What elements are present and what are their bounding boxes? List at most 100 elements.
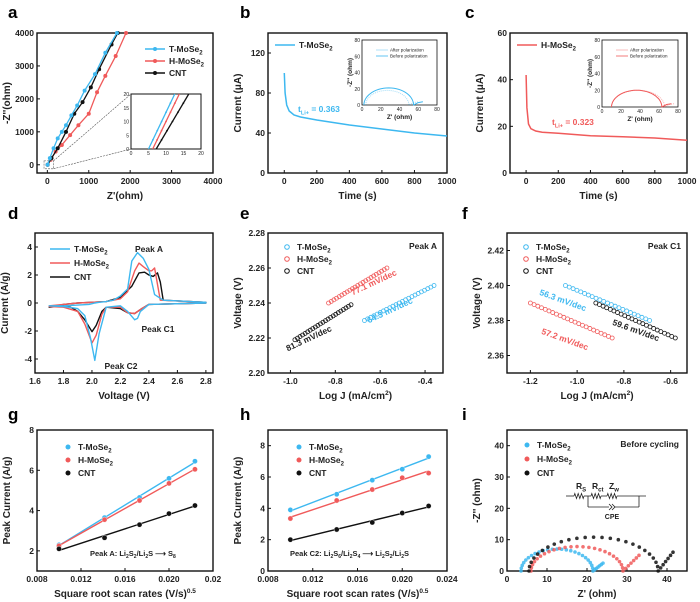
data-point	[532, 559, 537, 564]
x-tick-label: 1.6	[29, 376, 41, 386]
inset-point	[177, 111, 179, 114]
legend-label: H-MoSe2	[78, 455, 114, 468]
panel-label: b	[240, 3, 250, 22]
y-axis-label: Peak Current (A/g)	[2, 457, 13, 545]
zoom-connector	[53, 148, 132, 170]
data-point	[616, 305, 622, 311]
inset-y-tick-label: 80	[594, 38, 600, 44]
legend-item: CNT	[284, 266, 315, 276]
panel-g: g 0.008 0.012 0.016 0.020 0.02 2 4 6 8 Square root…	[2, 405, 222, 600]
x-tick-label: 4000	[204, 176, 223, 186]
x-tick-label: 0	[282, 176, 287, 186]
data-point	[567, 537, 571, 542]
legend-label: H-MoSe2	[169, 56, 205, 69]
inset-arc-after-polarization	[365, 89, 419, 106]
plot-title: Peak A	[409, 241, 437, 251]
inset-y-tick-label: 10	[123, 120, 129, 126]
current-curve	[283, 72, 448, 137]
inset-legend-label: After polarization	[390, 48, 424, 53]
data-point	[532, 556, 536, 560]
y-tick-label: 2	[260, 535, 265, 545]
data-point	[608, 302, 614, 307]
inset-arc-before-polarization	[611, 89, 672, 108]
data-point	[92, 72, 97, 77]
data-point	[592, 546, 597, 551]
inset-y-tick-label: 5	[126, 133, 129, 139]
legend-label: H-MoSe2	[309, 455, 345, 468]
inset-arc-before-polarization	[363, 87, 423, 106]
data-point	[637, 553, 641, 558]
zoom-connector	[53, 93, 132, 162]
data-point	[624, 539, 628, 544]
data-point	[86, 111, 91, 116]
fit-line-T-MoSe2	[58, 461, 196, 547]
data-point	[671, 550, 675, 554]
data-point	[101, 534, 108, 541]
reaction-annotation: Peak C2: Li2S6/Li2S4 ⟶ Li2S2/Li2S	[290, 549, 409, 560]
inset-y-tick-label: 80	[354, 38, 360, 44]
y-axis-label: -Z''(ohm)	[2, 82, 13, 124]
x-tick-label: 0.012	[302, 574, 324, 584]
y-tick-label: 8	[260, 441, 265, 451]
data-point	[566, 284, 572, 290]
legend-item: H-MoSe2	[65, 455, 114, 468]
data-point	[616, 537, 621, 542]
x-tick-label: 2.8	[200, 376, 212, 386]
legend-marker	[296, 444, 302, 450]
data-point	[647, 318, 652, 323]
data-point	[668, 553, 673, 558]
inset-legend-label: Before polarization	[630, 54, 668, 59]
slope-label: 57.2 mV/dec	[540, 326, 590, 352]
data-point	[577, 551, 581, 556]
inset-frame	[601, 39, 679, 108]
data-point	[620, 566, 625, 570]
data-point	[76, 123, 81, 128]
data-point	[634, 556, 639, 560]
data-point	[521, 560, 526, 565]
y-tick-label: 0	[499, 566, 504, 576]
data-point	[589, 563, 594, 568]
data-point	[425, 470, 432, 476]
data-point	[580, 553, 585, 558]
inset-point	[165, 111, 167, 114]
data-point	[333, 497, 340, 504]
y-tick-label: 40	[495, 441, 505, 451]
legend-marker	[65, 457, 71, 463]
data-point	[524, 558, 528, 562]
x-tick-label: 2.2	[115, 376, 127, 386]
x-tick-label: 200	[310, 176, 324, 186]
data-point	[588, 560, 593, 565]
data-point	[582, 291, 587, 296]
data-point	[631, 542, 635, 546]
x-tick-label: 0.016	[114, 574, 136, 584]
data-point	[557, 546, 562, 551]
data-point	[114, 31, 119, 35]
legend-label: T-MoSe2	[536, 242, 570, 255]
plot-title: Peak C1	[648, 241, 681, 251]
cpe-label: CPE	[605, 514, 620, 521]
inset-point	[182, 102, 185, 105]
data-point	[103, 73, 108, 78]
data-point	[583, 535, 587, 540]
data-point	[568, 548, 573, 553]
fit-line-CNT	[290, 506, 429, 542]
transference-number: tLi+ = 0.363	[298, 104, 340, 117]
y-tick-label: 2	[27, 270, 32, 280]
legend-marker	[524, 442, 530, 448]
inset-legend-label: Before polarization	[390, 54, 428, 59]
y-tick-label: 80	[256, 88, 266, 98]
legend-marker	[153, 47, 157, 51]
reaction-annotation: Peak A: Li2S2/Li2S ⟶ S8	[90, 549, 176, 560]
data-point	[612, 303, 618, 309]
data-point	[520, 563, 525, 568]
data-point	[603, 549, 607, 554]
data-point	[80, 100, 85, 105]
data-point	[384, 265, 390, 271]
data-point	[425, 503, 432, 509]
y-axis-label: Current (μA)	[475, 74, 486, 133]
legend-item: T-MoSe2	[145, 44, 203, 57]
data-point	[617, 559, 622, 564]
cv-curve-T-MoSe2	[48, 251, 207, 362]
inset-x-tick-label: 20	[378, 107, 384, 113]
